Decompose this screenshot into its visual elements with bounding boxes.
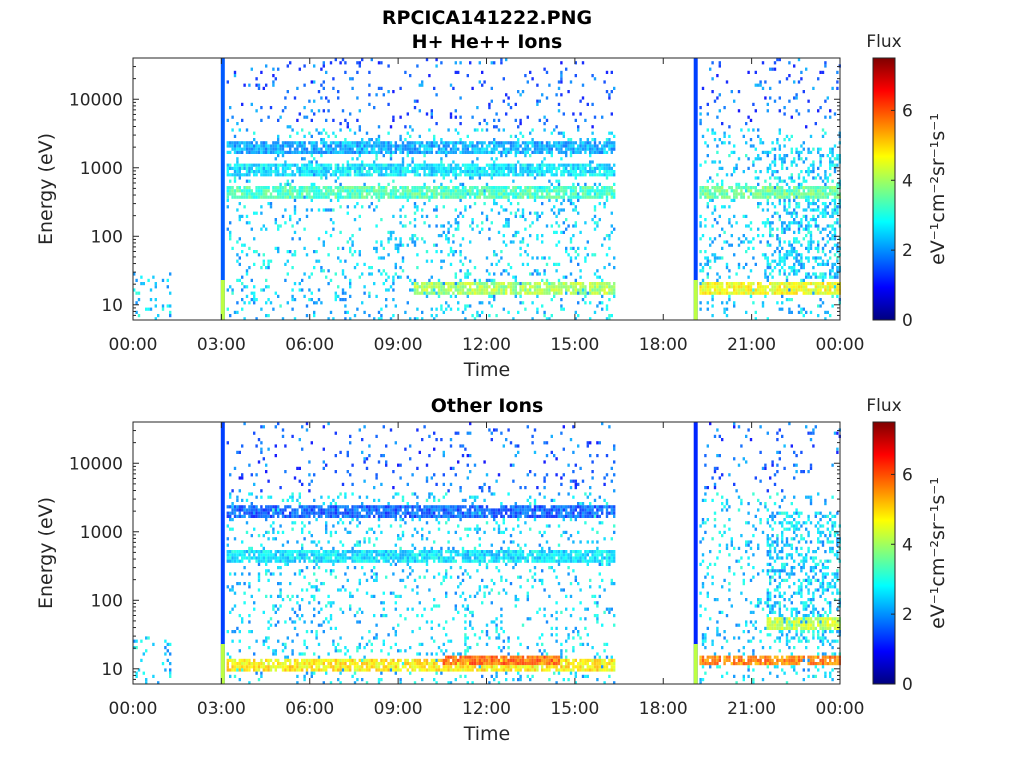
panel2-ylabel: Energy (eV)	[35, 497, 57, 609]
x-tick-label: 18:00	[639, 335, 688, 355]
panel2-y-axis: 10 100 1000 10000	[69, 421, 840, 685]
flux-spike-line	[693, 422, 698, 684]
x-tick-label: 03:00	[197, 335, 246, 355]
colorbar1-unit-label: eV⁻¹cm⁻²sr⁻¹s⁻¹	[927, 113, 949, 265]
x-tick-label: 12:00	[462, 335, 511, 355]
x-tick-label: 00:00	[109, 335, 158, 355]
x-tick-label: 00:00	[109, 699, 158, 719]
colorbar-tick-label: 0	[902, 311, 913, 331]
y-tick-label: 10	[101, 660, 123, 680]
y-tick-label: 1000	[80, 523, 123, 543]
x-tick-label: 09:00	[374, 699, 423, 719]
panel-other-ions: Other Ions 00:00 03:00 06:00 09:00 12:00 15:0…	[35, 395, 949, 745]
x-tick-label: 12:00	[462, 699, 511, 719]
flux-spike-line	[693, 58, 698, 320]
colorbar2-title: Flux	[866, 396, 901, 416]
panel2-title: Other Ions	[431, 395, 544, 417]
panel1-heatmap-cells	[133, 58, 841, 321]
flux-spike-low-energy	[693, 280, 698, 320]
colorbar-tick-label: 6	[902, 101, 913, 121]
flux-spike-low-energy	[220, 280, 225, 320]
x-tick-label: 00:00	[816, 699, 865, 719]
panel1-title: H+ He++ Ions	[412, 31, 563, 53]
flux-spike-line	[220, 422, 225, 684]
y-tick-label: 100	[91, 227, 123, 247]
y-tick-label: 10	[101, 296, 123, 316]
colorbar1-title: Flux	[866, 32, 901, 52]
x-tick-label: 21:00	[727, 335, 776, 355]
colorbar-tick-label: 4	[902, 171, 913, 191]
y-tick-label: 10000	[69, 90, 123, 110]
panel-h-he-ions: H+ He++ Ions 00:00 03:00 06:00 09:00 12:00 15…	[35, 31, 949, 381]
colorbar1	[872, 57, 896, 321]
x-tick-label: 21:00	[727, 699, 776, 719]
flux-spike-low-energy	[693, 644, 698, 684]
flux-spike-low-energy	[220, 644, 225, 684]
panel1-ylabel: Energy (eV)	[35, 133, 57, 245]
colorbar2-ticks: 0 2 4 6	[891, 465, 913, 695]
panel1-y-axis: 10 100 1000 10000	[69, 57, 840, 321]
colorbar2	[872, 421, 896, 685]
x-tick-label: 15:00	[550, 335, 599, 355]
x-tick-label: 15:00	[550, 699, 599, 719]
colorbar-tick-label: 4	[902, 535, 913, 555]
figure-title: RPCICA141222.PNG	[382, 7, 592, 29]
colorbar-tick-label: 6	[902, 465, 913, 485]
panel1-xlabel: Time	[463, 359, 511, 381]
y-tick-label: 10000	[69, 454, 123, 474]
colorbar-tick-label: 0	[902, 675, 913, 695]
x-tick-label: 06:00	[285, 699, 334, 719]
y-tick-label: 100	[91, 591, 123, 611]
x-tick-label: 00:00	[816, 335, 865, 355]
x-tick-label: 03:00	[197, 699, 246, 719]
colorbar1-ticks: 0 2 4 6	[891, 101, 913, 331]
panel2-x-axis: 00:00 03:00 06:00 09:00 12:00 15:00 18:00 21:00…	[109, 422, 865, 719]
flux-spike-line	[220, 58, 225, 320]
panel1-x-axis: 00:00 03:00 06:00 09:00 12:00 15:00 18:00 21:00…	[109, 58, 865, 355]
colorbar-tick-label: 2	[902, 241, 913, 261]
x-tick-label: 18:00	[639, 699, 688, 719]
colorbar-tick-label: 2	[902, 605, 913, 625]
panel2-xlabel: Time	[463, 723, 511, 745]
x-tick-label: 06:00	[285, 335, 334, 355]
x-tick-label: 09:00	[374, 335, 423, 355]
colorbar2-unit-label: eV⁻¹cm⁻²sr⁻¹s⁻¹	[927, 477, 949, 629]
y-tick-label: 1000	[80, 159, 123, 179]
